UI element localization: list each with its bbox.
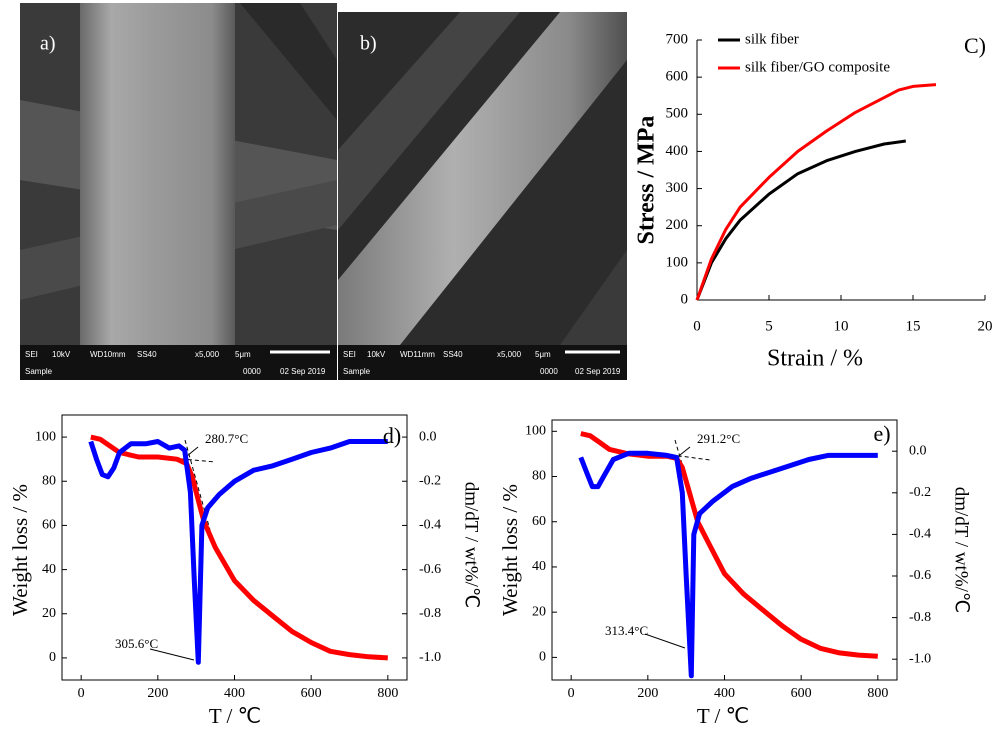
- panel-label: C): [964, 33, 986, 58]
- image-label: a): [40, 33, 56, 55]
- y2-tick-label: -0.2: [419, 473, 441, 488]
- y2-tick-label: -1.0: [419, 650, 441, 665]
- y2-tick-label: -0.8: [419, 606, 441, 621]
- x-axis-title: Strain / %: [767, 346, 863, 372]
- y-tick-label: 700: [666, 31, 689, 47]
- series-line: [695, 83, 937, 301]
- x-tick-label: 600: [791, 686, 812, 701]
- x-tick-label: 15: [906, 318, 921, 334]
- x-tick-label: 400: [224, 686, 245, 701]
- y2-axis-title: dm/dT / wt%/℃: [461, 482, 482, 609]
- y-tick-label: 500: [666, 106, 689, 122]
- x-axis-title: T / ℃: [209, 704, 261, 728]
- y2-tick-label: -0.6: [419, 562, 441, 577]
- y2-tick-label: -0.8: [909, 610, 931, 625]
- y2-tick-label: -0.6: [909, 568, 931, 583]
- image-info: SS40: [137, 350, 157, 359]
- y-tick-label: 40: [42, 562, 56, 577]
- image-info: 0000: [243, 367, 261, 376]
- y-tick-label: 400: [666, 143, 689, 159]
- image-info: Sample: [343, 367, 371, 376]
- image-info: x5,000: [195, 350, 220, 359]
- y-tick-label: 0: [681, 291, 689, 307]
- legend-label: silk fiber: [745, 31, 799, 47]
- image-info: 10kV: [52, 350, 71, 359]
- annotation: 305.6°C: [115, 636, 158, 651]
- y-tick-label: 0: [539, 650, 546, 665]
- y-axis-title: Weight loss / %: [498, 484, 522, 616]
- x-tick-label: 5: [765, 318, 773, 334]
- y2-tick-label: -0.4: [419, 518, 441, 533]
- series-line: [88, 439, 388, 665]
- x-tick-label: 800: [867, 686, 888, 701]
- x-tick-label: 400: [714, 686, 735, 701]
- y-tick-label: 20: [532, 604, 546, 619]
- legend-label: silk fiber/GO composite: [745, 59, 890, 75]
- x-axis-title: T / ℃: [697, 704, 749, 728]
- plot-frame: [551, 419, 898, 681]
- series-line: [695, 139, 907, 301]
- image-info: Sample: [25, 367, 53, 376]
- image-label: b): [360, 33, 377, 55]
- image-info: 5μm: [235, 350, 251, 359]
- image-info: x5,000: [497, 350, 522, 359]
- sem-image-b: b) SEI 10kV WD11mm SS40 x5,000 5μm Sample 0000 02…: [338, 12, 627, 380]
- y-tick-label: 300: [666, 180, 689, 196]
- y-tick-label: 100: [525, 424, 546, 439]
- y-axis-title: Stress / MPa: [634, 116, 660, 245]
- y2-tick-label: -0.4: [909, 527, 931, 542]
- image-info: 10kV: [367, 350, 386, 359]
- y-tick-label: 80: [42, 473, 56, 488]
- y-tick-label: 600: [666, 69, 689, 85]
- chart: 0 200 400 600 800 0 20 40 60 80 100 0.0 -0.2 -0.4 -0.6…: [8, 414, 482, 728]
- y-tick-label: 60: [532, 514, 546, 529]
- y2-tick-label: 0.0: [419, 429, 437, 444]
- panel-label: d): [383, 423, 401, 448]
- y-tick-label: 80: [532, 469, 546, 484]
- x-tick-label: 0: [568, 686, 575, 701]
- x-tick-label: 800: [377, 686, 398, 701]
- y-tick-label: 40: [532, 559, 546, 574]
- image-info: WD10mm: [90, 350, 126, 359]
- y-tick-label: 100: [35, 429, 56, 444]
- y2-axis-title: dm/dT / wt%/℃: [951, 487, 972, 614]
- x-tick-label: 20: [978, 318, 992, 334]
- image-info: WD11mm: [400, 350, 435, 359]
- panel-label: e): [873, 421, 890, 446]
- image-info: SS40: [443, 350, 463, 359]
- y-tick-label: 60: [42, 518, 56, 533]
- y-tick-label: 200: [666, 217, 689, 233]
- annotation: 313.4°C: [605, 623, 648, 638]
- y-tick-label: 20: [42, 606, 56, 621]
- y-tick-label: 0: [49, 650, 56, 665]
- x-tick-label: 600: [301, 686, 322, 701]
- series-line: [578, 450, 878, 679]
- image-info: 0000: [540, 367, 558, 376]
- image-info: 5μm: [535, 350, 551, 359]
- image-info: SEI: [25, 350, 38, 359]
- annotation: 280.7°C: [205, 431, 248, 446]
- plot-frame: [61, 414, 408, 681]
- image-info: SEI: [343, 350, 356, 359]
- chart: 0 200 400 600 800 0 20 40 60 80 100 0.0 -0.2 -0.4 -0.6…: [498, 419, 972, 728]
- y2-tick-label: -1.0: [909, 651, 931, 666]
- y-tick-label: 100: [666, 254, 689, 270]
- annotation: 291.2°C: [697, 431, 740, 446]
- x-tick-label: 0: [693, 318, 701, 334]
- x-tick-label: 200: [147, 686, 168, 701]
- y2-tick-label: 0.0: [909, 443, 927, 458]
- x-tick-label: 200: [637, 686, 658, 701]
- sem-image-a: a) SEI 10kV WD10mm SS40 x5,000 5μm Sample 0000 02…: [20, 3, 337, 380]
- series-line: [90, 434, 388, 661]
- x-tick-label: 10: [834, 318, 849, 334]
- y-axis-title: Weight loss / %: [8, 484, 32, 616]
- image-info: 02 Sep 2019: [575, 367, 621, 376]
- y2-tick-label: -0.2: [909, 485, 931, 500]
- x-tick-label: 0: [78, 686, 85, 701]
- image-info: 02 Sep 2019: [280, 367, 326, 376]
